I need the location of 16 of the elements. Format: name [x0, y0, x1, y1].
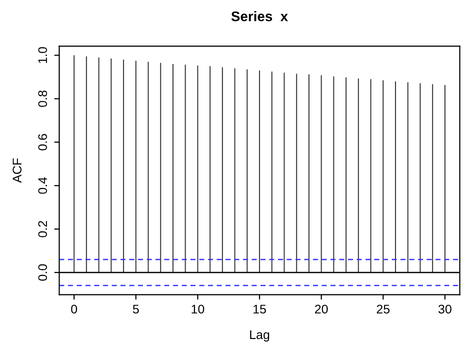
- x-tick-label: 20: [315, 304, 328, 314]
- y-tick-label: 0.2: [38, 220, 48, 238]
- x-tick-label: 5: [132, 304, 139, 314]
- x-axis-title: Lag: [250, 330, 270, 342]
- chart-title: Series x: [231, 11, 288, 22]
- x-tick-label: 30: [438, 304, 452, 314]
- x-tick-label: 15: [254, 304, 266, 314]
- x-tick-label: 10: [192, 304, 204, 314]
- y-tick-label: 0.6: [38, 134, 48, 150]
- y-tick-label: 1.0: [38, 47, 48, 64]
- y-tick-label: 0.8: [38, 90, 48, 107]
- x-tick-label: 0: [71, 304, 78, 314]
- y-axis-title: ACF: [12, 158, 22, 183]
- y-tick-label: 0.4: [38, 177, 48, 194]
- x-tick-label: 25: [376, 304, 390, 314]
- y-tick-label: 0.0: [38, 264, 48, 281]
